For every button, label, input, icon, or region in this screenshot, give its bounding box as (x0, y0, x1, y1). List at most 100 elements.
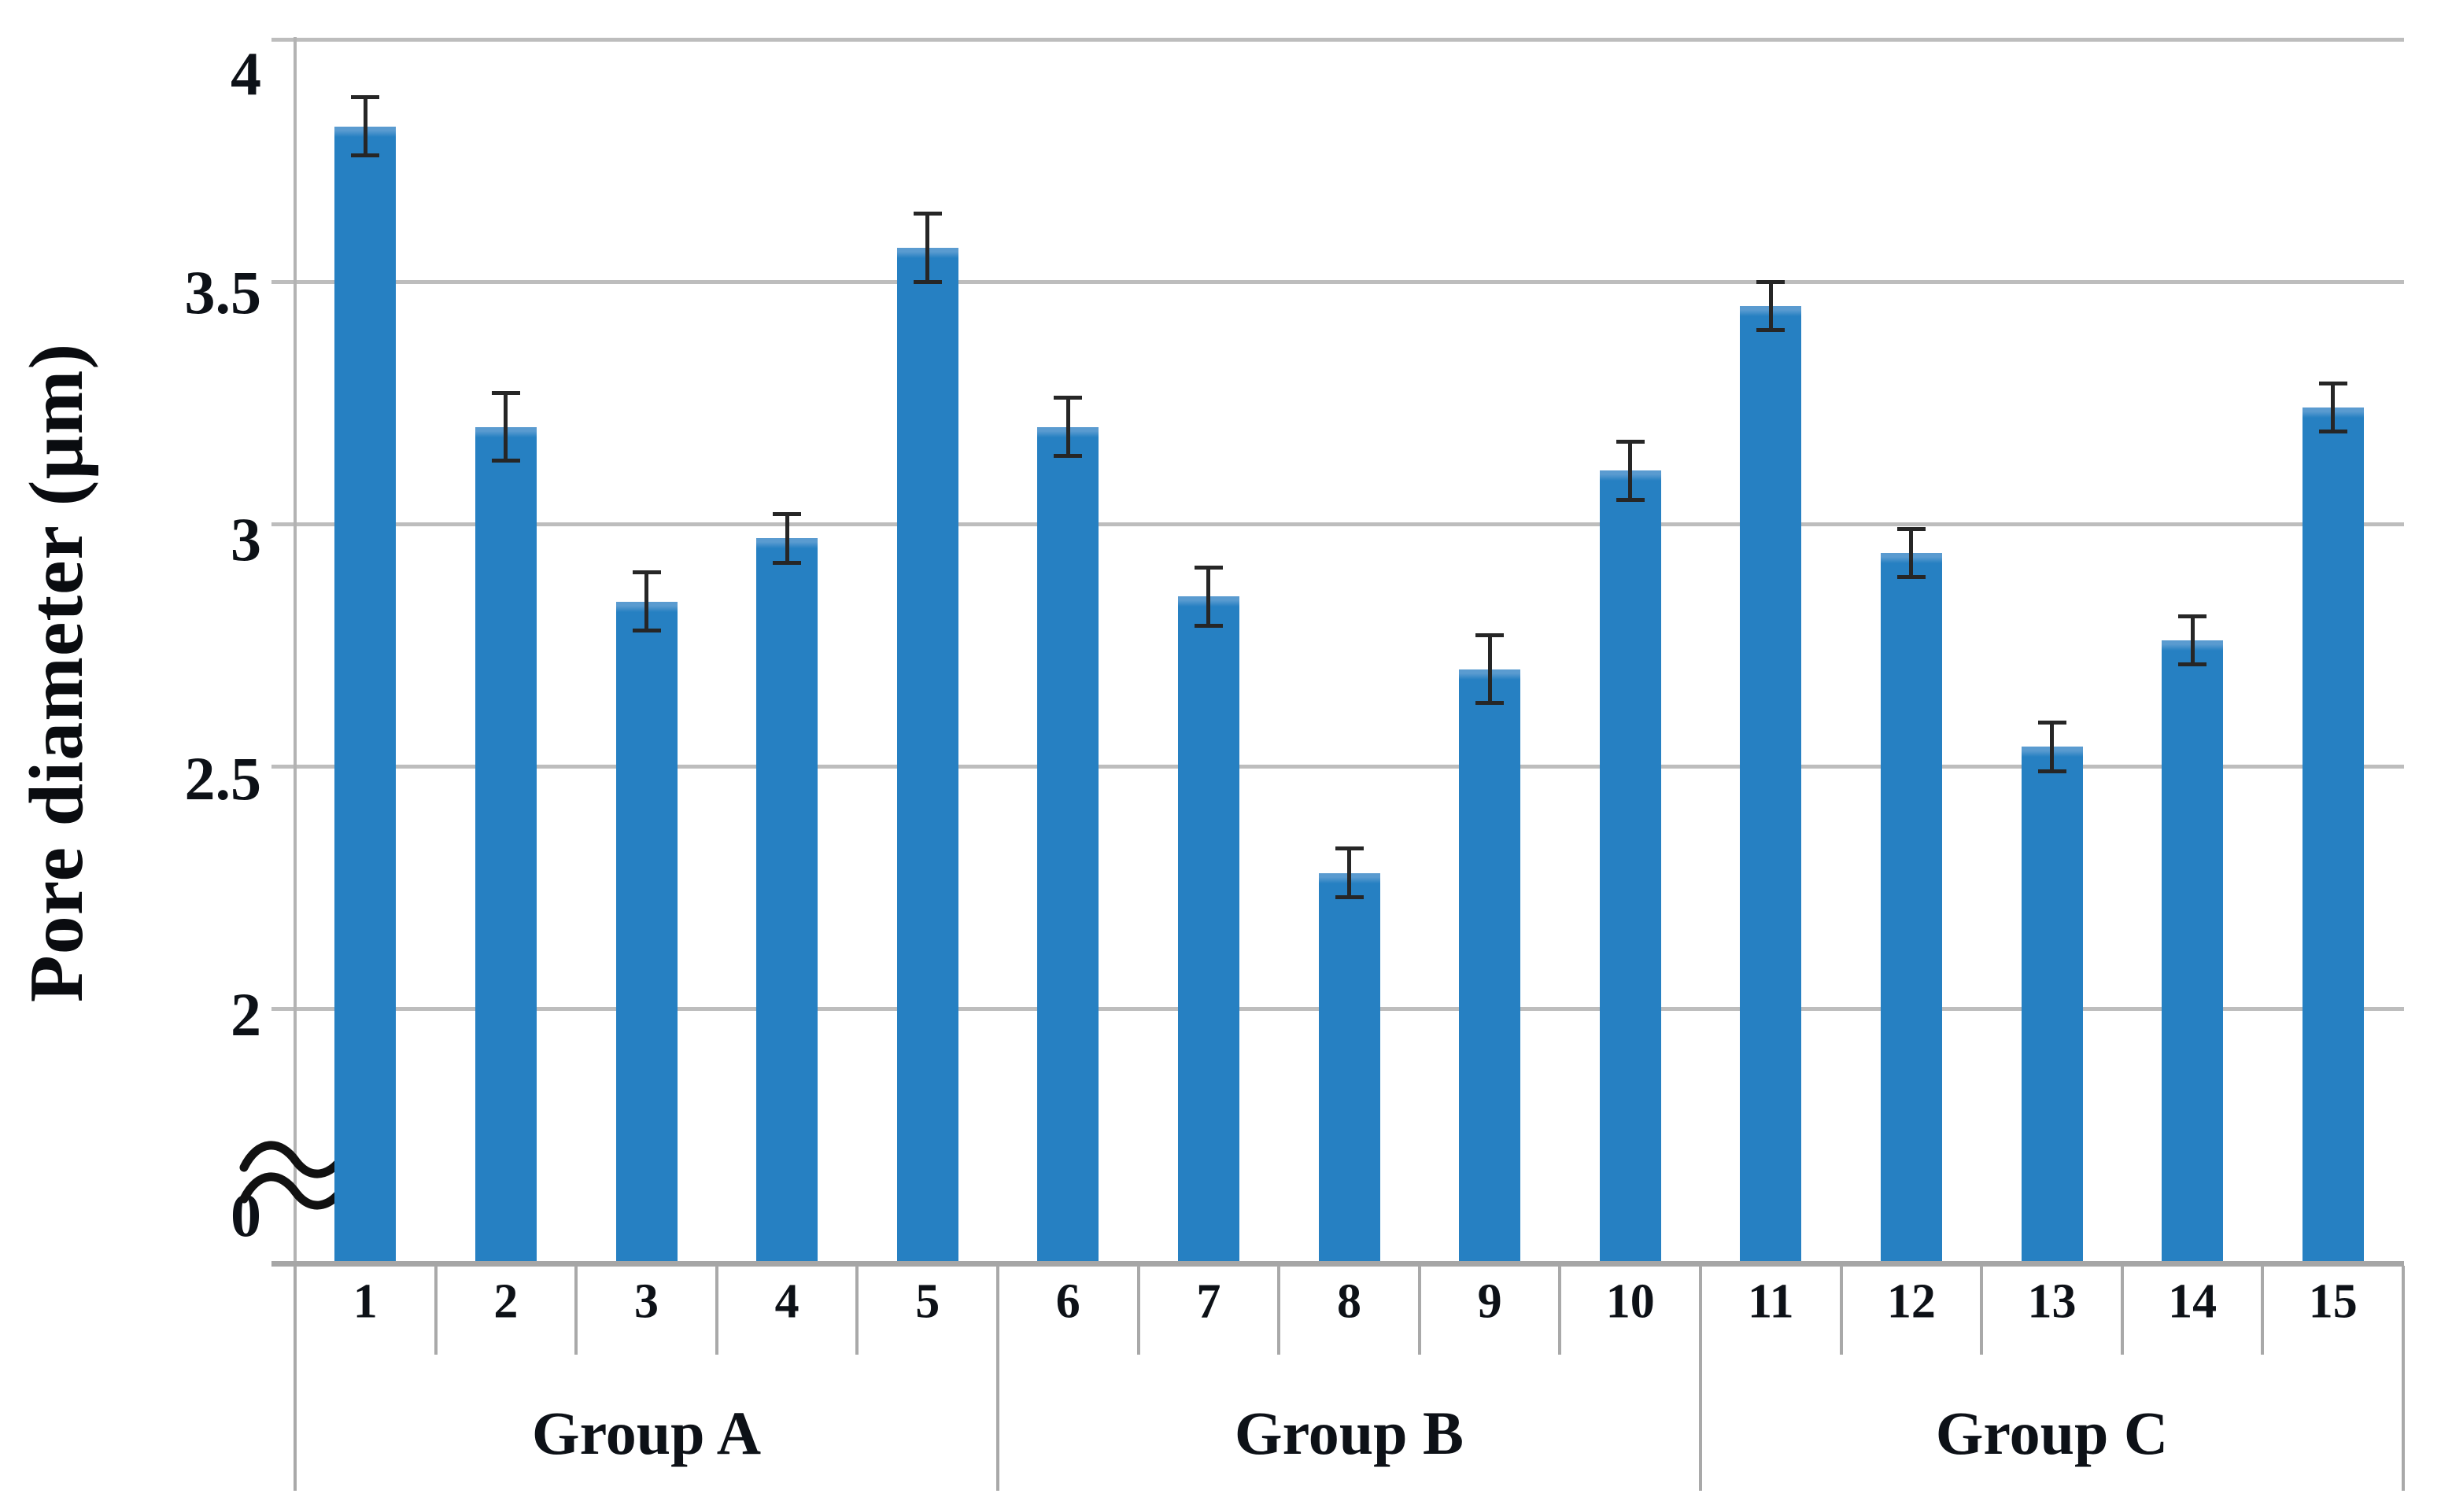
category-divider (2120, 1266, 2124, 1355)
error-bar-cap-top-12 (1896, 526, 1926, 531)
error-bar-cap-top-11 (1756, 279, 1786, 284)
error-bar-cap-top-8 (1335, 846, 1364, 851)
category-divider (1558, 1266, 1562, 1355)
group-divider (996, 1266, 999, 1491)
x-tick-label-1: 1 (353, 1274, 378, 1329)
group-label-group-a: Group A (531, 1399, 762, 1467)
bar-9 (1459, 669, 1521, 1261)
error-bar-cap-bottom-9 (1475, 701, 1505, 706)
error-bar-10 (1628, 441, 1633, 500)
x-axis-line (271, 1261, 2404, 1267)
error-bar-cap-bottom-4 (773, 560, 802, 565)
error-bar-15 (2331, 383, 2336, 432)
error-bar-1 (363, 97, 367, 156)
y-axis-title-text: Pore diameter (µm) (14, 342, 99, 1003)
error-bar-cap-top-6 (1054, 396, 1083, 400)
error-bar-cap-top-2 (491, 391, 520, 396)
error-bar-cap-top-15 (2318, 381, 2347, 385)
error-bar-cap-bottom-6 (1054, 454, 1083, 459)
x-tick-label-2: 2 (493, 1274, 519, 1329)
error-bar-cap-top-1 (351, 95, 380, 100)
error-bar-5 (925, 213, 930, 282)
bar-5 (896, 247, 958, 1261)
category-divider (434, 1266, 438, 1355)
bar-8 (1318, 872, 1380, 1261)
category-divider (574, 1266, 578, 1355)
error-bar-cap-bottom-15 (2318, 430, 2347, 434)
error-bar-cap-bottom-11 (1756, 328, 1786, 333)
category-divider (2261, 1266, 2265, 1355)
y-axis-line (294, 37, 297, 1261)
error-bar-6 (1065, 397, 1070, 456)
error-bar-14 (2190, 616, 2195, 665)
error-bar-cap-top-14 (2178, 614, 2207, 618)
error-bar-cap-top-9 (1475, 633, 1505, 638)
error-bar-cap-bottom-1 (351, 153, 380, 158)
category-divider (715, 1266, 718, 1355)
bar-7 (1177, 596, 1239, 1261)
category-divider (855, 1266, 859, 1355)
error-bar-3 (644, 572, 648, 631)
bar-3 (615, 601, 678, 1261)
category-divider (1839, 1266, 1843, 1355)
group-divider (1699, 1266, 1702, 1491)
error-bar-cap-bottom-3 (632, 629, 661, 633)
error-bar-cap-top-7 (1194, 565, 1223, 570)
x-tick-label-5: 5 (915, 1274, 940, 1329)
error-bar-7 (1206, 567, 1211, 626)
y-tick-label-3.5: 3.5 (184, 258, 262, 326)
x-tick-label-13: 13 (2027, 1274, 2077, 1329)
error-bar-cap-bottom-7 (1194, 623, 1223, 628)
x-tick-label-9: 9 (1477, 1274, 1502, 1329)
error-bar-cap-top-10 (1616, 439, 1645, 444)
bar-15 (2302, 408, 2364, 1261)
category-divider (1417, 1266, 1421, 1355)
bar-1 (334, 126, 397, 1261)
gridline-3.5 (271, 280, 2404, 284)
x-tick-label-14: 14 (2168, 1274, 2218, 1329)
error-bar-cap-top-5 (913, 212, 942, 216)
x-tick-label-11: 11 (1748, 1274, 1794, 1329)
x-tick-label-15: 15 (2308, 1274, 2358, 1329)
x-tick-label-12: 12 (1886, 1274, 1936, 1329)
error-bar-cap-bottom-13 (2037, 769, 2066, 773)
group-divider (294, 1266, 297, 1491)
x-tick-label-3: 3 (634, 1274, 659, 1329)
error-bar-2 (504, 393, 508, 461)
y-axis-break-icon (239, 1141, 351, 1210)
y-tick-label-3: 3 (231, 505, 261, 573)
x-tick-label-4: 4 (774, 1274, 800, 1329)
category-divider (1136, 1266, 1140, 1355)
error-bar-4 (785, 514, 789, 563)
error-bar-8 (1347, 848, 1351, 898)
bar-14 (2162, 640, 2224, 1261)
error-bar-cap-bottom-12 (1896, 575, 1926, 580)
bar-11 (1740, 305, 1802, 1261)
error-bar-cap-bottom-8 (1335, 894, 1364, 899)
error-bar-cap-top-4 (773, 512, 802, 517)
error-bar-12 (1909, 529, 1914, 577)
error-bar-11 (1768, 282, 1773, 330)
y-tick-label-2: 2 (231, 980, 261, 1049)
category-divider (1980, 1266, 1984, 1355)
bar-13 (2021, 747, 2083, 1261)
x-tick-label-8: 8 (1337, 1274, 1361, 1329)
gridline-4 (271, 38, 2404, 42)
error-bar-cap-bottom-2 (491, 459, 520, 463)
gridline-3 (271, 522, 2404, 526)
group-divider (2402, 1266, 2405, 1491)
error-bar-cap-top-3 (632, 570, 661, 575)
y-tick-label-2.5: 2.5 (184, 744, 262, 813)
group-label-group-c: Group C (1935, 1399, 2169, 1467)
x-tick-label-10: 10 (1605, 1274, 1655, 1329)
error-bar-cap-bottom-14 (2178, 662, 2207, 667)
bar-2 (475, 426, 537, 1261)
error-bar-cap-top-13 (2037, 721, 2066, 725)
error-bar-9 (1487, 635, 1492, 703)
x-tick-label-7: 7 (1196, 1274, 1221, 1329)
bar-4 (756, 538, 818, 1261)
error-bar-cap-bottom-10 (1616, 497, 1645, 502)
y-tick-label-4: 4 (231, 39, 261, 108)
category-divider (1277, 1266, 1281, 1355)
